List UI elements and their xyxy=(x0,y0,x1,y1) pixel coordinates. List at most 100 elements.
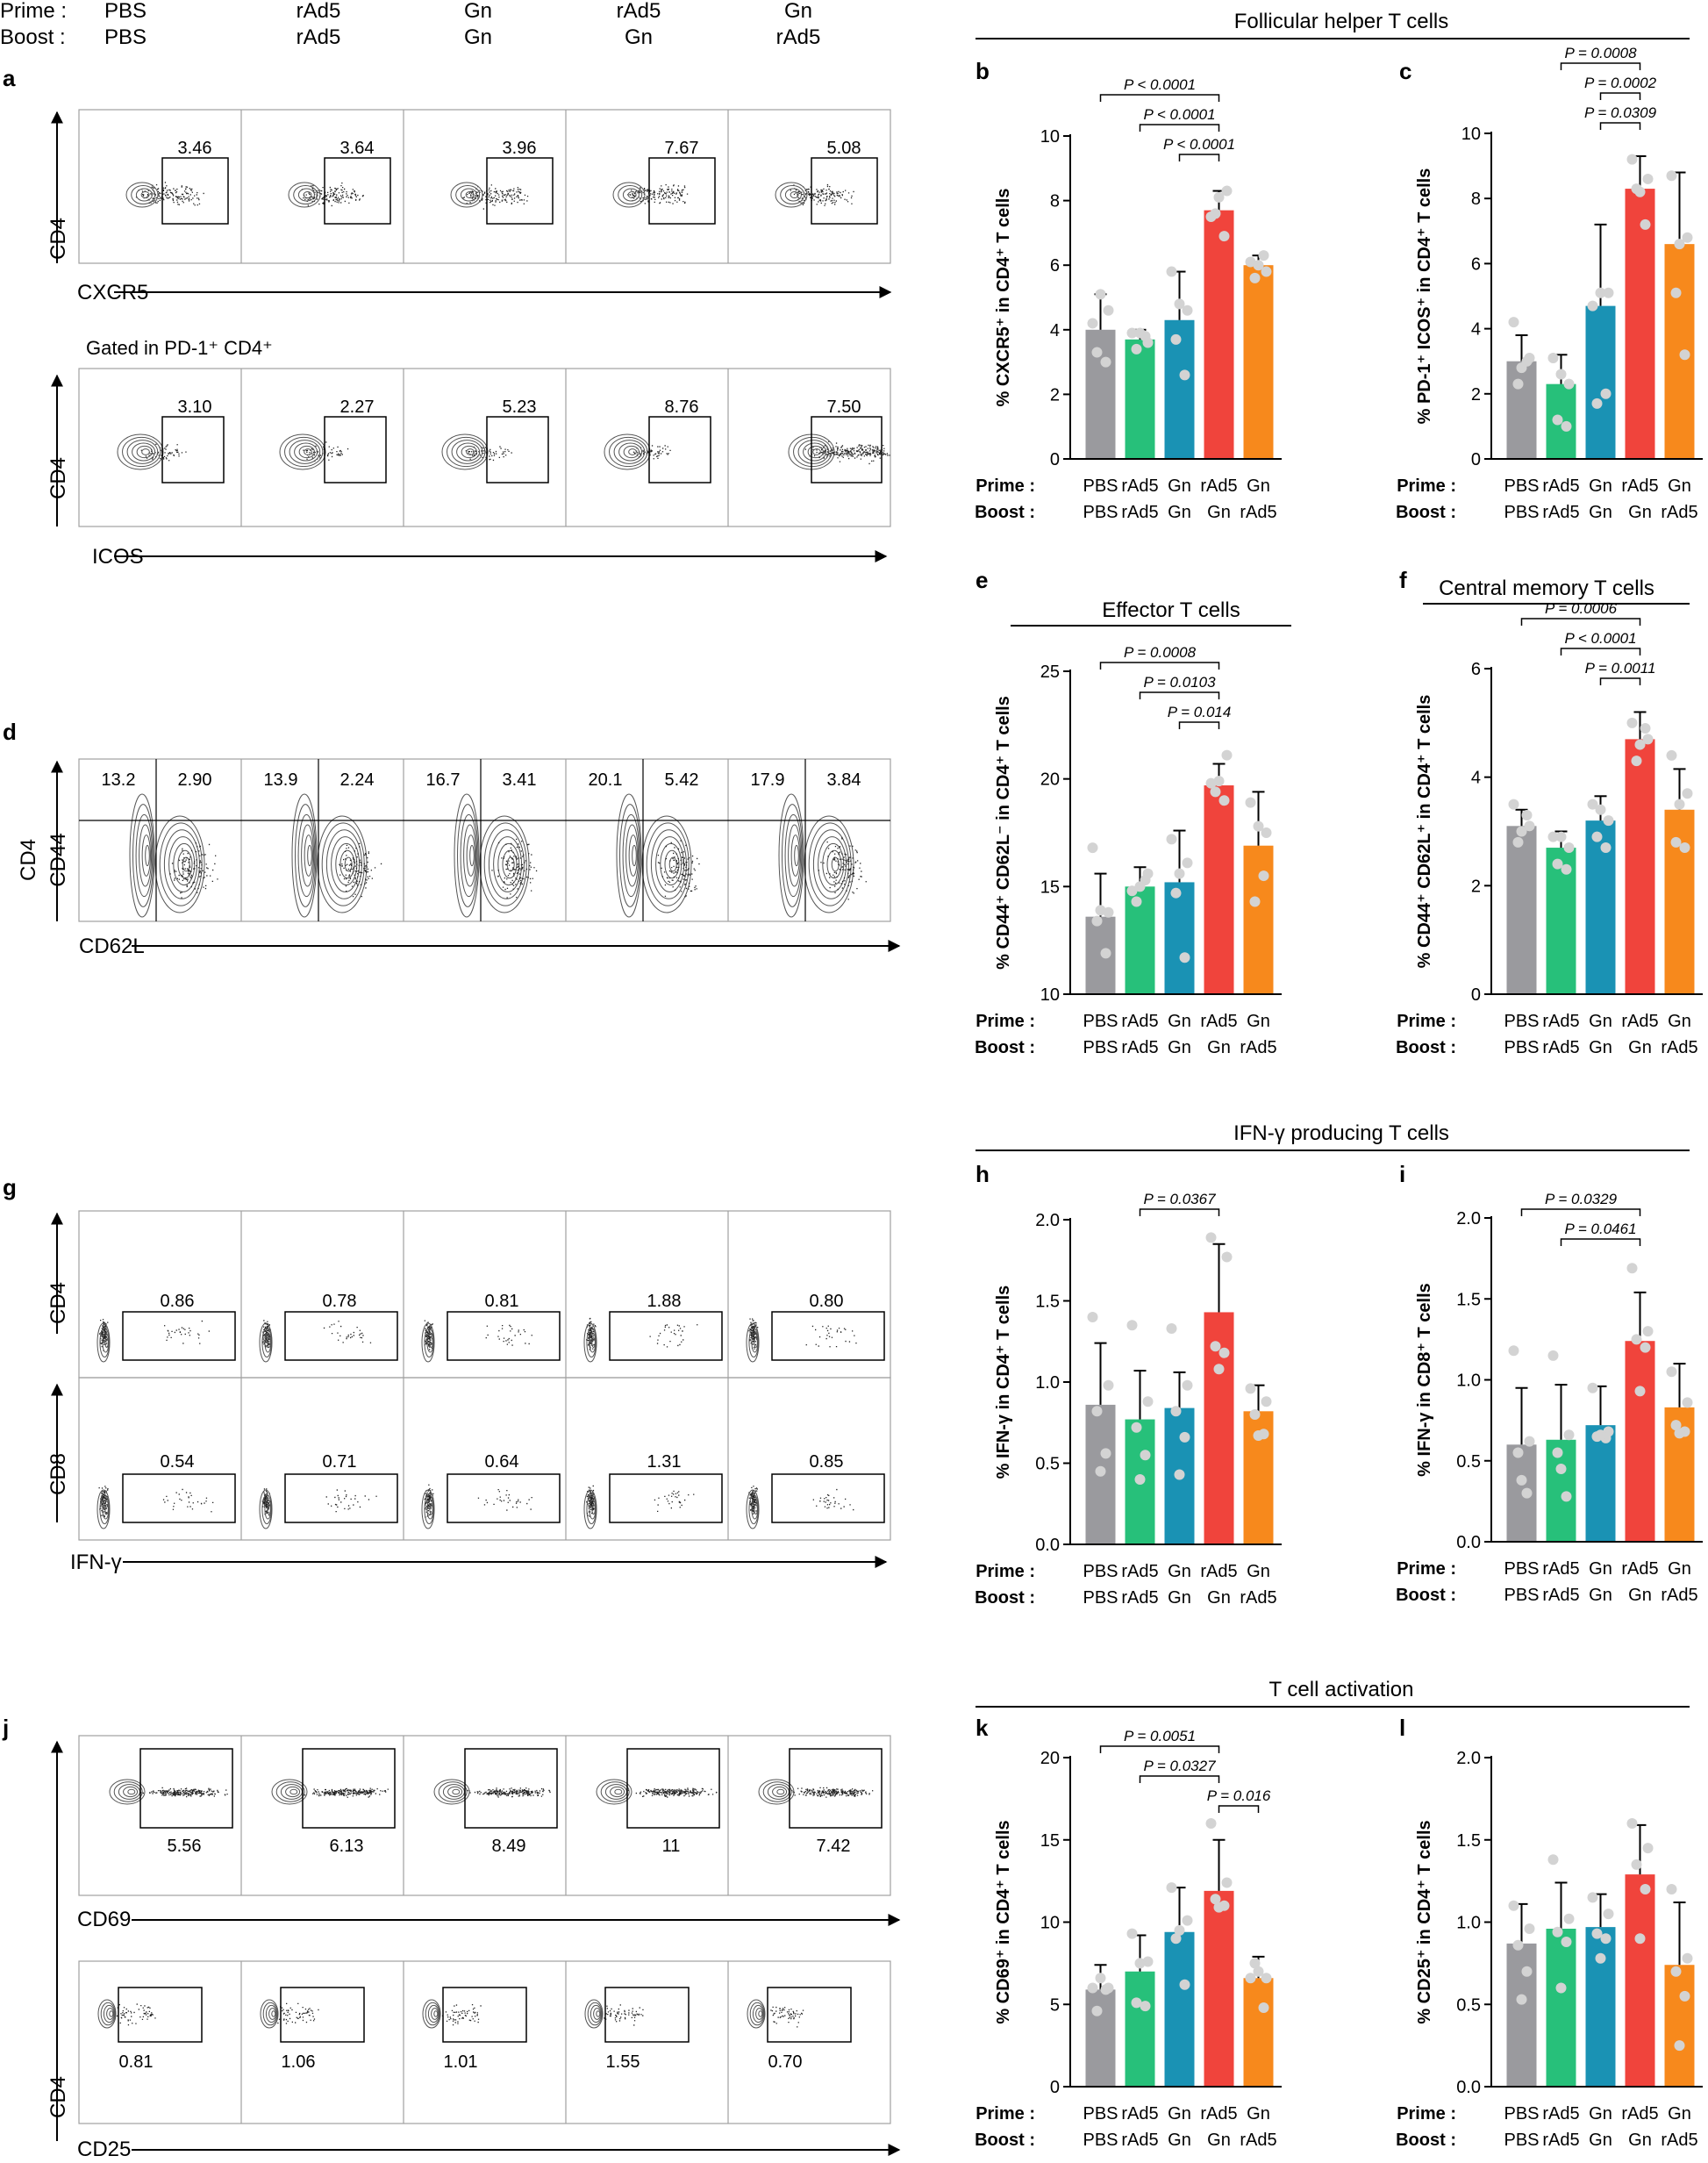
data-point xyxy=(1218,795,1230,806)
flow-contour xyxy=(289,1788,298,1795)
y-axis-label: % IFN-γ in CD4⁺ T cells xyxy=(994,1286,1013,1479)
data-point xyxy=(1091,915,1103,927)
data-point xyxy=(1666,1884,1677,1894)
y-tick-label: 15 xyxy=(1040,1831,1060,1851)
data-point xyxy=(1634,739,1646,750)
data-point xyxy=(1563,378,1575,390)
bar-k-0 xyxy=(1085,1989,1116,2087)
flow-contour xyxy=(304,834,313,877)
flow-contour xyxy=(125,182,159,208)
significance-bracket xyxy=(1099,1745,1220,1753)
header-prime-group: rAd5 xyxy=(617,0,661,23)
data-point xyxy=(1174,868,1185,879)
flow-contour xyxy=(429,1504,433,1515)
significance-label: P = 0.0309 xyxy=(1584,104,1657,121)
data-point xyxy=(1213,776,1225,787)
flow-contour xyxy=(129,793,155,918)
flow-frame xyxy=(78,1377,891,1541)
flow-x-label: CD69 xyxy=(77,1908,131,1931)
data-point xyxy=(1126,1320,1138,1331)
flow-contour xyxy=(447,1786,463,1798)
flow-contour xyxy=(303,191,312,198)
data-point xyxy=(1547,831,1559,842)
flow-contour xyxy=(297,188,315,202)
boost-category-label: PBS xyxy=(1504,1038,1539,1057)
flow-contour xyxy=(790,834,800,877)
data-point xyxy=(1600,388,1612,399)
prime-category-label: Gn xyxy=(1589,1012,1612,1031)
flow-y-label: CD4 xyxy=(46,1282,70,1324)
data-point xyxy=(1100,948,1111,959)
y-tick-label: 2.0 xyxy=(1456,1749,1481,1768)
prime-category-label: PBS xyxy=(1083,476,1118,496)
boost-category-label: rAd5 xyxy=(1661,1586,1697,1605)
boost-category-label: Gn xyxy=(1207,503,1231,522)
boost-category-label: PBS xyxy=(1083,1588,1118,1608)
data-point xyxy=(1552,858,1563,870)
data-point xyxy=(1134,881,1146,892)
flow-contour xyxy=(584,1999,604,2029)
flow-contour xyxy=(463,824,477,887)
flow-contour xyxy=(159,822,203,906)
significance-bracket xyxy=(1099,662,1220,670)
flow-contour xyxy=(619,804,641,907)
flow-contour xyxy=(421,1489,435,1529)
data-point xyxy=(1126,885,1138,897)
data-point xyxy=(1095,905,1106,916)
prime-category-label: PBS xyxy=(1504,1559,1539,1579)
flow-contour xyxy=(812,448,821,455)
bar-l-4 xyxy=(1664,1965,1695,2087)
flow-contour xyxy=(506,856,515,872)
data-point xyxy=(1210,1341,1221,1352)
data-point xyxy=(1249,272,1261,283)
data-point xyxy=(1563,1913,1575,1924)
bar-f-0 xyxy=(1506,826,1537,994)
bar-e-3 xyxy=(1204,785,1234,994)
flow-contour xyxy=(455,185,481,204)
significance-label: P = 0.016 xyxy=(1207,1787,1271,1804)
boost-category-label: PBS xyxy=(1504,503,1539,522)
data-point xyxy=(1249,1958,1261,1969)
flow-contour xyxy=(426,1499,434,1520)
gate-box xyxy=(442,1987,527,2043)
data-point xyxy=(1603,815,1614,827)
bar-k-4 xyxy=(1243,1978,1274,2087)
flow-contour xyxy=(803,442,827,462)
flow-events xyxy=(804,440,890,465)
data-point xyxy=(1524,1436,1535,1447)
y-tick-label: 6 xyxy=(1471,254,1481,274)
flow-events xyxy=(164,1320,210,1344)
prime-row-label: Prime : xyxy=(975,1012,1035,1031)
quadrant-value-left: 20.1 xyxy=(589,770,623,790)
data-point xyxy=(1552,414,1563,426)
flow-contour xyxy=(660,842,682,886)
flow-contour xyxy=(140,191,150,198)
significance-bracket xyxy=(1178,154,1220,161)
flow-events xyxy=(162,1488,214,1513)
data-point xyxy=(1516,1474,1527,1486)
flow-contour xyxy=(99,1494,110,1524)
y-tick-label: 0 xyxy=(1050,450,1060,469)
boost-category-label: Gn xyxy=(1628,2131,1652,2150)
significance-bracket xyxy=(1520,1208,1641,1216)
data-point xyxy=(1631,1859,1642,1870)
bar-f-1 xyxy=(1546,848,1576,994)
gate-value: 8.49 xyxy=(492,1837,526,1856)
gate-value: 1.31 xyxy=(647,1452,682,1472)
flow-contour xyxy=(622,813,640,898)
data-point xyxy=(1166,1882,1177,1894)
data-point xyxy=(1679,349,1690,361)
boost-category-label: rAd5 xyxy=(1542,2131,1579,2150)
data-point xyxy=(1595,1429,1606,1441)
prime-category-label: Gn xyxy=(1589,1559,1612,1579)
flow-frame xyxy=(78,1960,891,2124)
data-point xyxy=(1640,1884,1651,1894)
bar-chart-l: 0.0 0.5 1.0 1.5 2.0 % CD25⁺ in CD4⁺ T cells Pr… xyxy=(1396,1749,1703,2150)
flow-x-label: CXCR5 xyxy=(77,281,148,304)
panel-letter-a: a xyxy=(3,65,16,91)
gate-value: 3.64 xyxy=(340,139,375,158)
data-point xyxy=(1516,826,1527,837)
data-point xyxy=(1210,208,1221,219)
y-tick-label: 0 xyxy=(1471,985,1481,1005)
data-point xyxy=(1600,842,1612,854)
